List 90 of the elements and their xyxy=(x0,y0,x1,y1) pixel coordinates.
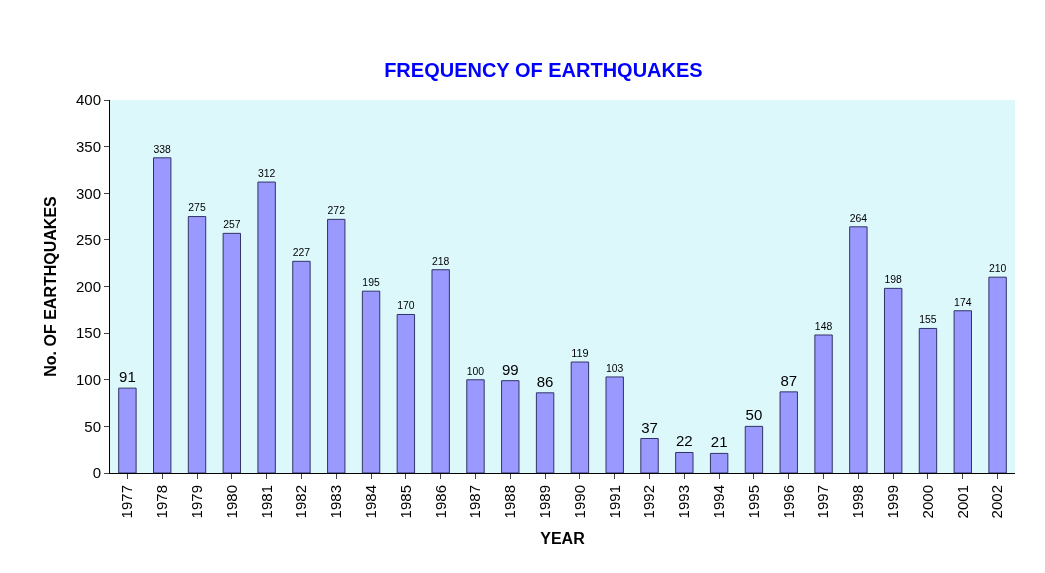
data-label: 275 xyxy=(188,202,206,214)
x-tick-label: 1990 xyxy=(570,485,588,519)
bar xyxy=(744,425,764,473)
x-axis-title: YEAR xyxy=(540,530,586,548)
x-tick-label: 2001 xyxy=(953,485,971,519)
data-label: 174 xyxy=(954,296,972,308)
data-label: 37 xyxy=(641,418,658,436)
x-tick-label: 1982 xyxy=(292,485,310,519)
x-tick-label: 1981 xyxy=(257,485,275,519)
bar xyxy=(327,218,346,473)
bar xyxy=(118,387,137,473)
x-tick-label: 1997 xyxy=(814,485,832,519)
bar xyxy=(466,379,485,473)
data-label: 198 xyxy=(884,274,903,286)
bar xyxy=(605,376,624,473)
data-label: 218 xyxy=(431,255,450,267)
x-tick-label: 1989 xyxy=(535,485,553,519)
bar xyxy=(918,327,938,473)
x-tick-label: 1995 xyxy=(744,485,762,519)
bar xyxy=(849,226,868,473)
data-label: 338 xyxy=(153,143,172,155)
data-label: 119 xyxy=(571,346,589,359)
bar xyxy=(187,216,207,473)
bar xyxy=(709,452,729,473)
x-tick-label: 2000 xyxy=(918,485,936,519)
bar xyxy=(953,310,972,473)
bar xyxy=(814,334,833,473)
x-tick-label: 1979 xyxy=(187,485,205,519)
bar xyxy=(988,276,1007,473)
data-label: 50 xyxy=(745,406,763,424)
x-tick-label: 1986 xyxy=(431,485,449,519)
bar xyxy=(779,391,798,473)
data-label: 257 xyxy=(223,219,241,231)
x-tick-label: 1988 xyxy=(501,485,519,519)
x-tick-label: 1978 xyxy=(153,485,171,519)
data-label: 155 xyxy=(919,314,937,326)
x-tick-label: 1992 xyxy=(640,485,658,519)
data-label: 99 xyxy=(501,360,519,378)
x-tick-label: 1999 xyxy=(884,485,902,519)
x-tick-label: 1987 xyxy=(466,485,484,519)
y-tick-label: 50 xyxy=(84,417,101,435)
bar xyxy=(675,451,694,473)
data-label: 227 xyxy=(292,247,311,259)
data-label: 272 xyxy=(327,205,346,217)
y-tick-label: 300 xyxy=(75,184,101,202)
x-tick-label: 1994 xyxy=(710,485,728,519)
bar xyxy=(257,181,276,473)
x-tick-label: 1996 xyxy=(779,485,797,519)
y-tick-label: 350 xyxy=(75,137,101,155)
x-tick-label: 1991 xyxy=(605,485,623,519)
y-tick-label: 150 xyxy=(75,324,101,342)
bar xyxy=(535,392,555,473)
bar xyxy=(640,438,659,473)
y-axis-title: No. OF EARTHQUAKES xyxy=(41,195,59,377)
x-tick-label: 2002 xyxy=(988,485,1006,519)
data-label: 210 xyxy=(988,263,1007,275)
data-label: 22 xyxy=(675,432,693,450)
bar xyxy=(883,287,903,473)
data-label: 87 xyxy=(780,371,798,389)
y-tick-label: 0 xyxy=(92,464,101,482)
data-label: 86 xyxy=(536,372,554,390)
data-label: 91 xyxy=(119,368,136,386)
bar xyxy=(396,313,416,473)
data-label: 170 xyxy=(397,300,415,312)
data-label: 103 xyxy=(606,362,624,374)
bar xyxy=(222,232,242,473)
chart-title: FREQUENCY OF EARTHQUAKES xyxy=(384,59,703,82)
bar xyxy=(361,290,381,473)
bar xyxy=(292,260,311,473)
x-tick-label: 1984 xyxy=(361,485,379,519)
y-tick-label: 400 xyxy=(75,91,101,109)
y-tick-label: 200 xyxy=(75,277,101,295)
y-tick-label: 100 xyxy=(75,371,101,388)
bar xyxy=(501,380,520,473)
bar xyxy=(570,361,590,473)
data-label: 312 xyxy=(257,167,276,179)
x-tick-label: 1998 xyxy=(849,485,867,519)
data-label: 148 xyxy=(814,320,833,332)
bar xyxy=(431,269,450,473)
data-label: 21 xyxy=(710,433,728,451)
x-tick-label: 1993 xyxy=(675,485,693,519)
x-tick-label: 1983 xyxy=(327,485,345,519)
data-label: 100 xyxy=(466,365,485,377)
x-tick-label: 1985 xyxy=(396,485,414,519)
x-tick-label: 1980 xyxy=(222,485,240,519)
data-label: 264 xyxy=(849,212,868,224)
x-tick-label: 1977 xyxy=(118,485,136,519)
data-label: 195 xyxy=(362,277,380,289)
bar xyxy=(153,157,172,473)
y-tick-label: 250 xyxy=(75,231,101,249)
